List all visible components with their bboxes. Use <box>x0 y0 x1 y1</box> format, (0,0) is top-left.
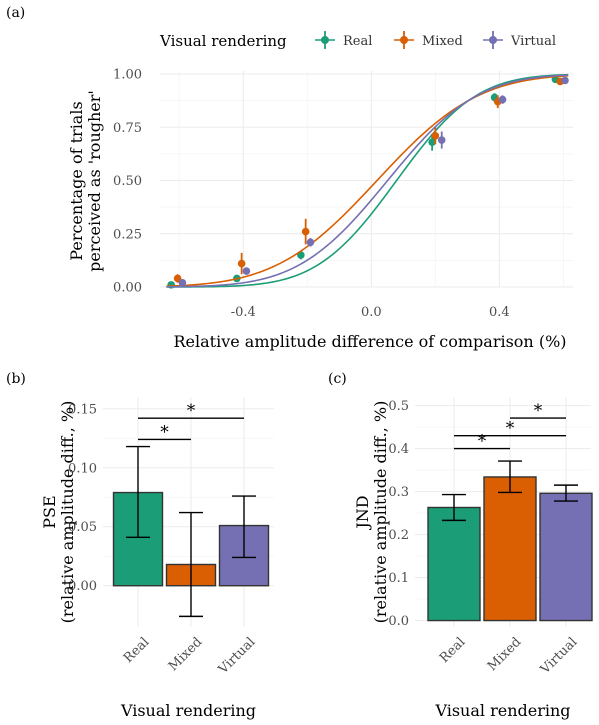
y-axis-title: JND(relative amplitude diff., %) <box>353 401 390 624</box>
panel-a-grid <box>160 71 573 288</box>
y-tick-label: 0.15 <box>68 402 97 417</box>
legend-marker <box>321 36 329 44</box>
fitted-curve-real <box>166 73 569 288</box>
x-tick-label: Virtual <box>537 635 580 678</box>
legend-marker <box>489 36 497 44</box>
y-axis-title: PSE(relative amplitude diff., %) <box>40 401 77 624</box>
x-axis-title: Visual rendering <box>434 701 570 720</box>
x-tick-label: Real <box>437 635 468 666</box>
bar-virtual <box>539 492 593 622</box>
significance-star: * <box>478 432 487 452</box>
y-tick-label: 0.25 <box>113 227 142 242</box>
significance-star: * <box>187 401 196 421</box>
error-bar-real <box>442 493 466 522</box>
legend-label: Mixed <box>422 34 463 49</box>
data-point <box>306 238 315 247</box>
data-point <box>431 131 440 140</box>
bar-real <box>427 506 481 622</box>
legend-item-mixed: Mixed <box>394 31 463 49</box>
data-point <box>178 278 187 287</box>
data-point <box>301 227 310 236</box>
significance-star: * <box>506 419 515 439</box>
error-bar-virtual <box>232 495 256 559</box>
x-tick-label: Real <box>121 635 152 666</box>
panel-a-label: (a) <box>6 5 25 21</box>
legend-item-real: Real <box>315 31 372 49</box>
data-point <box>437 136 446 144</box>
y-tick-label: 0.5 <box>388 399 409 414</box>
panel-b-label: (b) <box>6 371 26 387</box>
error-bar-virtual <box>554 484 578 502</box>
y-axis-title-line: (relative amplitude diff., %) <box>371 401 390 624</box>
y-tick-label: 0.10 <box>68 461 97 476</box>
legend-item-virtual: Virtual <box>483 31 556 49</box>
x-tick-label: Mixed <box>485 635 524 674</box>
series-mixed <box>166 74 569 287</box>
x-tick-label: Mixed <box>166 635 205 674</box>
y-tick-label: 0.1 <box>388 571 409 586</box>
legend: Visual rendering Real Mixed Virtual <box>159 31 556 50</box>
legend-label: Real <box>343 34 372 49</box>
y-axis-title: Percentage of trialsperceived as 'roughe… <box>67 90 104 272</box>
data-point <box>498 95 507 104</box>
y-tick-label: 0.00 <box>68 579 97 594</box>
y-tick-label: 1.00 <box>113 68 142 83</box>
data-point <box>561 76 569 85</box>
y-axis-title-line: (relative amplitude diff., %) <box>58 401 77 624</box>
x-tick-label: -0.4 <box>231 305 256 320</box>
data-point <box>237 259 246 268</box>
y-axis-title-line: PSE <box>40 495 59 528</box>
bar-mixed <box>483 476 537 622</box>
y-axis-title-line: perceived as 'rougher' <box>85 90 104 272</box>
data-point <box>242 267 251 275</box>
y-tick-label: 0.00 <box>113 281 142 296</box>
error-bar-mixed <box>498 460 522 494</box>
y-tick-label: 0.75 <box>113 121 142 136</box>
significance-star: * <box>160 422 169 442</box>
x-tick-label: Virtual <box>215 635 258 678</box>
legend-label: Virtual <box>510 34 556 49</box>
fitted-curve-mixed <box>166 74 569 287</box>
error-bar-real <box>126 445 150 539</box>
y-tick-label: 0.0 <box>388 614 409 629</box>
y-tick-label: 0.50 <box>113 174 142 189</box>
y-axis-title-line: JND <box>353 495 372 530</box>
significance-star: * <box>534 401 543 421</box>
y-tick-label: 0.2 <box>388 528 409 543</box>
panel-c-label: (c) <box>328 371 347 387</box>
error-bar-mixed <box>179 511 203 618</box>
y-axis-title-line: Percentage of trials <box>67 101 86 260</box>
fitted-curve-virtual <box>166 74 569 288</box>
x-tick-label: 0.4 <box>489 305 510 320</box>
series-virtual <box>166 74 569 288</box>
series-real <box>166 73 569 289</box>
data-point <box>428 138 436 146</box>
x-axis-title: Relative amplitude difference of compari… <box>173 332 566 351</box>
x-tick-label: 0.0 <box>361 305 382 320</box>
x-axis-title: Visual rendering <box>120 701 256 720</box>
y-tick-label: 0.05 <box>68 520 97 535</box>
legend-title: Visual rendering <box>159 32 287 50</box>
legend-marker <box>400 36 408 44</box>
y-tick-label: 0.4 <box>388 442 409 457</box>
y-tick-label: 0.3 <box>388 485 409 500</box>
